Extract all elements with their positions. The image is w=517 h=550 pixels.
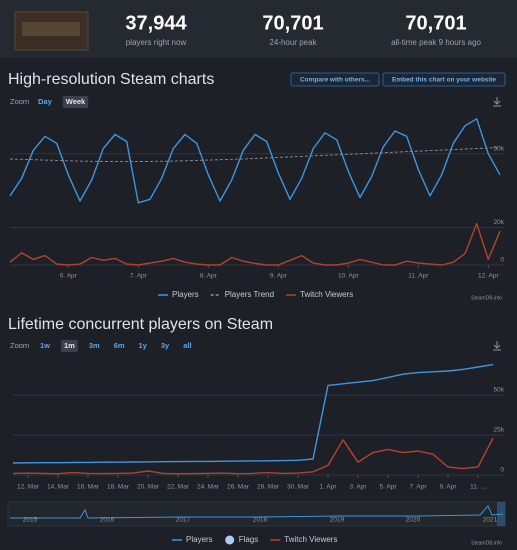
- download-icon[interactable]: [493, 341, 501, 351]
- button[interactable]: [382, 72, 506, 87]
- x-tick-label: 26. Mar: [227, 484, 250, 491]
- series-line: [12, 363, 494, 464]
- x-tick-label: 10. Apr: [338, 273, 359, 280]
- zoom-active-bg: [62, 96, 89, 108]
- stat-label: 24-hour peak: [269, 38, 317, 47]
- zoom-option[interactable]: 1w: [40, 341, 50, 350]
- stat-value: 70,701: [262, 12, 323, 34]
- x-tick-label: 28. Mar: [257, 484, 280, 491]
- legend-label[interactable]: Players: [186, 535, 213, 544]
- navigator[interactable]: [7, 501, 506, 527]
- zoom-option[interactable]: all: [183, 341, 191, 350]
- x-tick-label: 5. Apr: [380, 484, 398, 491]
- series-line: [9, 222, 501, 266]
- navigator-year: 2018: [253, 517, 268, 524]
- thumbnail-art: [22, 22, 80, 36]
- navigator-handle[interactable]: [497, 502, 505, 526]
- stat-value: 70,701: [405, 12, 466, 34]
- x-tick-label: 14. Mar: [47, 484, 70, 491]
- zoom-option[interactable]: Day: [38, 97, 53, 106]
- series-line: [9, 147, 501, 163]
- y-tick-label: 25k: [494, 427, 505, 434]
- chart-title: High-resolution Steam charts: [8, 71, 214, 88]
- download-icon[interactable]: [493, 97, 501, 107]
- y-tick-label: 20k: [494, 219, 505, 226]
- navigator-year: 2019: [330, 517, 345, 524]
- stat-value: 37,944: [125, 12, 187, 34]
- x-tick-label: 1. Apr: [320, 484, 338, 491]
- zoom-option[interactable]: 6m: [114, 341, 125, 350]
- zoom-active-bg: [61, 340, 78, 352]
- y-tick-label: 0: [500, 467, 504, 474]
- legend-label[interactable]: Flags: [239, 535, 259, 544]
- x-tick-label: 3. Apr: [350, 484, 368, 491]
- button[interactable]: [290, 72, 380, 87]
- x-tick-label: 11. ...: [470, 484, 486, 491]
- zoom-option[interactable]: 1y: [139, 341, 148, 350]
- x-tick-label: 7. Apr: [410, 484, 428, 491]
- x-tick-label: 24. Mar: [197, 484, 220, 491]
- navigator-year: 2017: [176, 517, 191, 524]
- navigator-year: 2015: [23, 517, 38, 524]
- x-tick-label: 22. Mar: [167, 484, 190, 491]
- navigator-year: 2020: [406, 517, 421, 524]
- x-tick-label: 9. Apr: [440, 484, 458, 491]
- x-tick-label: 20. Mar: [137, 484, 160, 491]
- y-tick-label: 0: [500, 257, 504, 264]
- zoom-option[interactable]: 1m: [64, 341, 75, 350]
- zoom-option[interactable]: 3y: [161, 341, 170, 350]
- x-tick-label: 30. Mar: [287, 484, 310, 491]
- legend-label[interactable]: Players: [172, 290, 199, 299]
- x-tick-label: 7. Apr: [130, 273, 148, 280]
- chart-title: Lifetime concurrent players on Steam: [8, 316, 273, 333]
- button-label[interactable]: Embed this chart on your website: [392, 77, 496, 84]
- legend-label[interactable]: Players Trend: [225, 290, 274, 299]
- stat-label: players right now: [126, 38, 187, 47]
- y-tick-label: 50k: [494, 145, 505, 152]
- navigator-year: 2016: [100, 517, 115, 524]
- x-tick-label: 12. Apr: [478, 273, 499, 280]
- x-tick-label: 8. Apr: [200, 273, 218, 280]
- x-tick-label: 9. Apr: [270, 273, 288, 280]
- y-tick-label: 50k: [494, 387, 505, 394]
- navigator-line: [10, 505, 504, 519]
- x-tick-label: 11. Apr: [408, 273, 429, 280]
- credit[interactable]: SteamDB.info: [471, 295, 502, 301]
- navigator-year: 2021: [483, 517, 498, 524]
- x-tick-label: 6. Apr: [60, 273, 78, 280]
- x-tick-label: 16. Mar: [77, 484, 100, 491]
- x-tick-label: 12. Mar: [17, 484, 40, 491]
- button-label[interactable]: Compare with others...: [300, 77, 370, 84]
- zoom-option[interactable]: 3m: [89, 341, 100, 350]
- credit[interactable]: SteamDB.info: [471, 540, 502, 546]
- zoom-label: Zoom: [10, 97, 29, 106]
- legend-symbol: [225, 535, 235, 545]
- zoom-option[interactable]: Week: [66, 97, 86, 106]
- x-tick-label: 18. Mar: [107, 484, 130, 491]
- stat-label: all-time peak 9 hours ago: [391, 38, 481, 47]
- legend-label[interactable]: Twitch Viewers: [300, 290, 353, 299]
- legend-label[interactable]: Twitch Viewers: [284, 535, 337, 544]
- series-line: [12, 437, 494, 475]
- zoom-label: Zoom: [10, 341, 29, 350]
- series-line: [9, 118, 501, 204]
